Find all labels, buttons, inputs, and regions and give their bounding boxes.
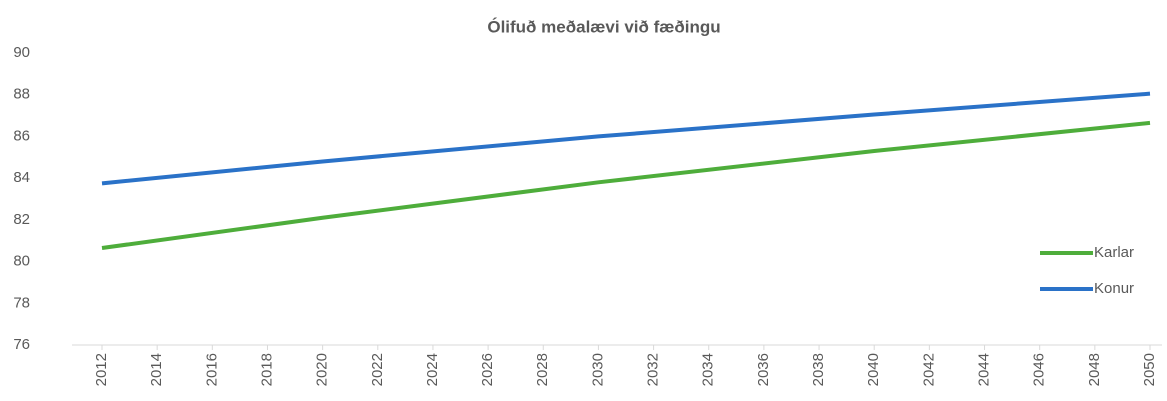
- x-tick-label: 2040: [865, 353, 882, 386]
- x-tick-label: 2026: [479, 353, 496, 386]
- legend-label: Karlar: [1094, 244, 1134, 261]
- x-tick-label: 2016: [203, 353, 220, 386]
- x-tick-label: 2046: [1031, 353, 1048, 386]
- x-tick-label: 2018: [258, 353, 275, 386]
- x-tick-label: 2036: [755, 353, 772, 386]
- line: [101, 91, 1151, 186]
- x-tick-label: 2024: [424, 353, 441, 386]
- x-tick-label: 2012: [93, 353, 110, 386]
- x-tick-label: 2048: [1086, 353, 1103, 386]
- x-tick-label: 2038: [810, 353, 827, 386]
- y-tick-label: 76: [13, 336, 30, 353]
- x-tick-label: 2022: [369, 353, 386, 386]
- legend-label: Konur: [1094, 280, 1134, 297]
- line: [101, 120, 1151, 250]
- chart-title: Ólifuð meðalævi við fæðingu: [487, 17, 720, 36]
- y-tick-label: 78: [13, 294, 30, 311]
- x-tick-label: 2044: [975, 353, 992, 386]
- x-tick-label: 2042: [920, 353, 937, 386]
- x-tick-label: 2014: [148, 353, 165, 386]
- x-tick-label: 2028: [534, 353, 551, 386]
- y-tick-label: 86: [13, 127, 30, 144]
- y-tick-label: 84: [13, 169, 30, 186]
- x-tick-label: 2032: [645, 353, 662, 386]
- y-tick-label: 80: [13, 253, 30, 270]
- x-tick-label: 2020: [314, 353, 331, 386]
- y-tick-label: 88: [13, 86, 30, 103]
- x-tick-label: 2050: [1141, 353, 1158, 386]
- y-tick-label: 90: [13, 44, 30, 61]
- x-tick-label: 2034: [700, 353, 717, 386]
- x-tick-label: 2030: [589, 353, 606, 386]
- y-tick-label: 82: [13, 211, 30, 228]
